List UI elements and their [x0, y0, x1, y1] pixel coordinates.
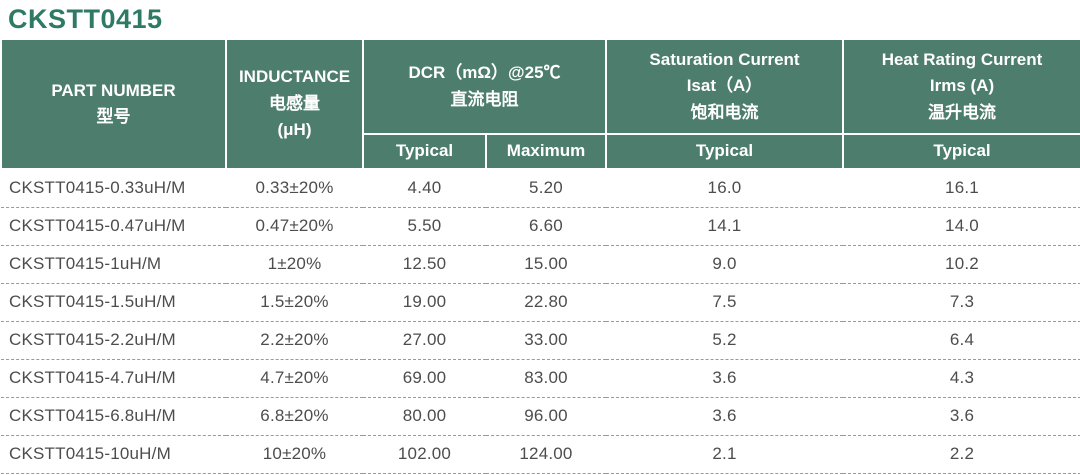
header-line: DCR（mΩ）@25℃ [408, 63, 561, 83]
subheader-irms-typical: Typical [842, 133, 1080, 170]
cell-isat-typical: 3.6 [606, 397, 843, 436]
cell-dcr-maximum: 33.00 [486, 321, 606, 360]
page-title: CKSTT0415 [8, 4, 163, 34]
header-line: 直流电阻 [450, 89, 519, 109]
cell-isat-typical: 5.2 [606, 321, 843, 360]
cell-dcr-typical: 4.40 [363, 169, 486, 208]
cell-dcr-typical: 12.50 [363, 245, 486, 284]
cell-part-number: CKSTT0415-0.47uH/M [1, 207, 226, 246]
cell-dcr-maximum: 83.00 [486, 359, 606, 398]
cell-inductance: 4.7±20% [226, 359, 363, 398]
subheader-dcr-maximum: Maximum [485, 133, 607, 170]
cell-dcr-typical: 19.00 [363, 283, 486, 322]
col-header-inductance: INDUCTANCE 电感量 (μH) [225, 38, 364, 170]
cell-dcr-maximum: 15.00 [486, 245, 606, 284]
header-line: Saturation Current [649, 49, 800, 69]
cell-inductance: 6.8±20% [226, 397, 363, 436]
table-row: CKSTT0415-0.33uH/M 0.33±20% 4.40 5.20 16… [1, 169, 1080, 208]
col-header-heat-rating-current: Heat Rating Current Irms (A) 温升电流 [842, 38, 1080, 135]
table-row: CKSTT0415-6.8uH/M 6.8±20% 80.00 96.00 3.… [1, 397, 1080, 436]
header-sub-row: Typical Maximum Typical Typical [1, 133, 1080, 170]
subheader-isat-typical: Typical [605, 133, 844, 170]
col-header-dcr: DCR（mΩ）@25℃ 直流电阻 [362, 38, 607, 135]
header-line: (μH) [277, 120, 312, 140]
header-main-row: PART NUMBER 型号 INDUCTANCE 电感量 (μH) DCR（m… [0, 38, 1080, 170]
cell-isat-typical: 7.5 [606, 283, 843, 322]
cell-inductance: 0.47±20% [226, 207, 363, 246]
cell-part-number: CKSTT0415-6.8uH/M [1, 397, 226, 436]
cell-dcr-typical: 5.50 [363, 207, 486, 246]
cell-isat-typical: 9.0 [606, 245, 843, 284]
cell-dcr-typical: 80.00 [363, 397, 486, 436]
header-line: Irms (A) [929, 76, 995, 96]
table-row: CKSTT0415-1uH/M 1±20% 12.50 15.00 9.0 10… [1, 245, 1080, 284]
cell-irms-typical: 10.2 [843, 245, 1080, 284]
cell-irms-typical: 14.0 [843, 207, 1080, 246]
spec-table: PART NUMBER 型号 INDUCTANCE 电感量 (μH) DCR（m… [0, 38, 1080, 474]
cell-irms-typical: 6.4 [843, 321, 1080, 360]
col-header-part-number: PART NUMBER 型号 [0, 38, 227, 170]
header-line: 饱和电流 [690, 102, 759, 122]
cell-isat-typical: 16.0 [606, 169, 843, 208]
subheader-dcr-typical: Typical [362, 133, 487, 170]
cell-part-number: CKSTT0415-2.2uH/M [1, 321, 226, 360]
cell-part-number: CKSTT0415-10uH/M [1, 435, 226, 474]
cell-inductance: 1.5±20% [226, 283, 363, 322]
header-line: Heat Rating Current [881, 49, 1043, 69]
table-header: PART NUMBER 型号 INDUCTANCE 电感量 (μH) DCR（m… [0, 38, 1080, 170]
cell-part-number: CKSTT0415-4.7uH/M [1, 359, 226, 398]
cell-part-number: CKSTT0415-1uH/M [1, 245, 226, 284]
cell-dcr-typical: 27.00 [363, 321, 486, 360]
table-row: CKSTT0415-4.7uH/M 4.7±20% 69.00 83.00 3.… [1, 359, 1080, 398]
header-line: PART NUMBER [51, 80, 176, 100]
table-body: CKSTT0415-0.33uH/M 0.33±20% 4.40 5.20 16… [1, 169, 1080, 474]
cell-irms-typical: 4.3 [843, 359, 1080, 398]
header-line: INDUCTANCE [238, 67, 351, 87]
col-header-saturation-current: Saturation Current Isat（A） 饱和电流 [605, 38, 844, 135]
table-row: CKSTT0415-1.5uH/M 1.5±20% 19.00 22.80 7.… [1, 283, 1080, 322]
cell-inductance: 1±20% [226, 245, 363, 284]
table-row: CKSTT0415-0.47uH/M 0.47±20% 5.50 6.60 14… [1, 207, 1080, 246]
header-line: 型号 [96, 107, 131, 126]
header-line: 温升电流 [928, 102, 996, 122]
cell-dcr-maximum: 124.00 [486, 435, 606, 474]
table-row: CKSTT0415-2.2uH/M 2.2±20% 27.00 33.00 5.… [1, 321, 1080, 360]
cell-dcr-typical: 102.00 [363, 435, 486, 474]
cell-inductance: 2.2±20% [226, 321, 363, 360]
cell-dcr-maximum: 96.00 [486, 397, 606, 436]
cell-dcr-maximum: 22.80 [486, 283, 606, 322]
cell-irms-typical: 2.2 [843, 435, 1080, 474]
header-line: Isat（A） [686, 76, 763, 96]
cell-dcr-maximum: 6.60 [486, 207, 606, 246]
cell-isat-typical: 3.6 [606, 359, 843, 398]
cell-part-number: CKSTT0415-0.33uH/M [1, 169, 226, 208]
cell-inductance: 0.33±20% [226, 169, 363, 208]
table-row: CKSTT0415-10uH/M 10±20% 102.00 124.00 2.… [1, 435, 1080, 474]
cell-irms-typical: 3.6 [843, 397, 1080, 436]
cell-isat-typical: 2.1 [606, 435, 843, 474]
cell-inductance: 10±20% [226, 435, 363, 474]
cell-isat-typical: 14.1 [606, 207, 843, 246]
header-line: 电感量 [269, 93, 320, 113]
cell-irms-typical: 7.3 [843, 283, 1080, 322]
cell-dcr-typical: 69.00 [363, 359, 486, 398]
cell-dcr-maximum: 5.20 [486, 169, 606, 208]
cell-irms-typical: 16.1 [843, 169, 1080, 208]
cell-part-number: CKSTT0415-1.5uH/M [1, 283, 226, 322]
